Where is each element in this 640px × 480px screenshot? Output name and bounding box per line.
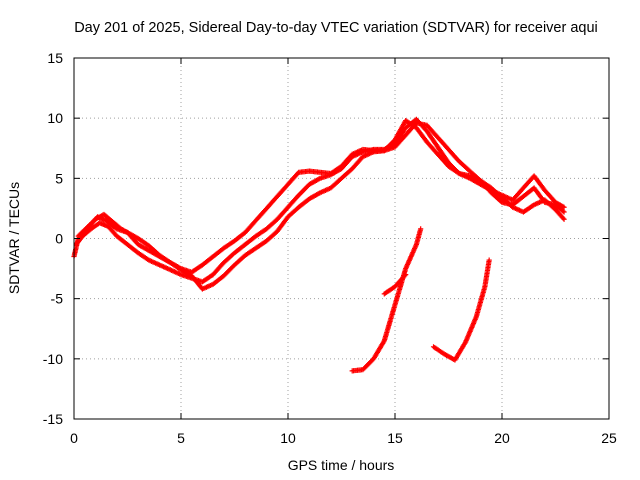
- series-track-b: [73, 116, 567, 285]
- y-tick-label: 0: [55, 231, 63, 247]
- data-layer: [71, 116, 567, 374]
- series-track-d: [349, 226, 424, 374]
- data-point: [403, 272, 409, 278]
- y-tick-label: -15: [43, 411, 63, 427]
- x-tick-label: 0: [70, 430, 78, 446]
- data-point: [560, 215, 566, 221]
- y-tick-label: 15: [47, 50, 63, 66]
- y-tick-label: 5: [55, 170, 63, 186]
- data-point: [561, 216, 567, 222]
- data-point: [486, 257, 492, 263]
- data-point: [402, 273, 408, 279]
- series-track-c: [75, 120, 567, 292]
- y-tick-label: 10: [47, 110, 63, 126]
- data-point: [561, 204, 567, 210]
- x-tick-label: 5: [177, 430, 185, 446]
- data-point: [418, 226, 424, 232]
- x-tick-label: 25: [601, 430, 617, 446]
- y-tick-label: -10: [43, 351, 63, 367]
- x-tick-label: 15: [387, 430, 403, 446]
- y-axis-label: SDTVAR / TECUs: [6, 182, 22, 294]
- grid: [74, 58, 609, 419]
- x-tick-label: 20: [494, 430, 510, 446]
- data-point: [561, 209, 567, 215]
- chart-title: Day 201 of 2025, Sidereal Day-to-day VTE…: [74, 20, 598, 36]
- x-axis-label: GPS time / hours: [288, 457, 395, 473]
- x-tick-label: 10: [280, 430, 296, 446]
- y-tick-label: -5: [51, 291, 64, 307]
- series-track-f: [430, 257, 492, 363]
- axis-ticks: 0 5 10 15 20 25 -15 -10 -5 0 5 10 15: [43, 50, 617, 446]
- data-point: [560, 208, 566, 214]
- series-track-e: [381, 272, 409, 297]
